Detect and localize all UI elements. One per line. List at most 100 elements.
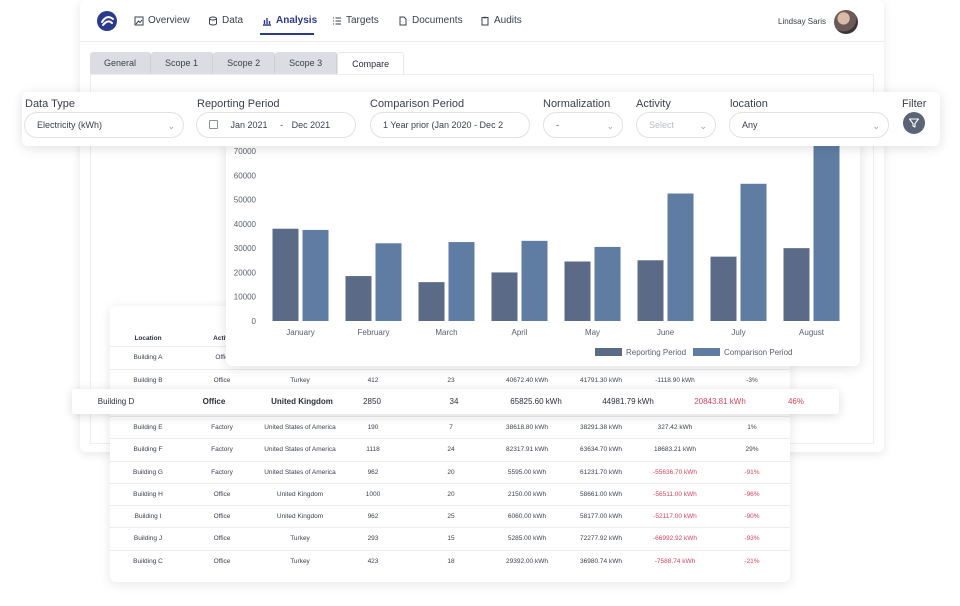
x-tick-label: June <box>657 328 675 337</box>
normalization-select[interactable]: - ⌄ <box>543 112 623 138</box>
table-cell: 962 <box>367 469 379 476</box>
table-cell: 41791.30 kWh <box>580 377 622 384</box>
bar-reporting <box>345 276 372 321</box>
table-cell: 40672.40 kWh <box>506 377 548 384</box>
table-cell: 23 <box>447 377 455 384</box>
bar-reporting <box>637 260 664 321</box>
avatar[interactable] <box>834 10 858 34</box>
bar-comparison <box>667 193 694 321</box>
legend-label-reporting: Reporting Period <box>626 348 686 357</box>
table-row[interactable]: Building I Office United Kingdom 962 25 6060.… <box>110 505 790 527</box>
list-icon <box>333 17 341 24</box>
nav-documents-label: Documents <box>412 15 463 26</box>
y-tick-label: 40000 <box>234 220 257 229</box>
table-cell: 5285.00 kWh <box>507 535 547 542</box>
table-cell: United Kingdom <box>276 491 324 498</box>
nav-audits[interactable]: Audits <box>480 15 522 26</box>
tab-compare[interactable]: Compare <box>337 52 405 74</box>
tab-scope-2[interactable]: Scope 2 <box>213 52 276 74</box>
highlighted-row-cell: 20843.81 kWh <box>694 397 746 406</box>
logo-icon <box>97 11 117 31</box>
tab-scope-3[interactable]: Scope 3 <box>275 52 338 74</box>
highlighted-row-cell: 2850 <box>363 397 381 406</box>
nav-overview-label: Overview <box>148 15 190 26</box>
table-cell: 63634.70 kWh <box>580 446 622 453</box>
table-cell: 61231.70 kWh <box>580 469 622 476</box>
highlighted-table-row[interactable]: Building D Office United Kingdom 2850 34 6582… <box>72 389 839 414</box>
highlighted-row-cell: Office <box>202 397 226 406</box>
chart-card: 0 10000 20000 30000 40000 50000 60000 70000 Janu… <box>226 140 860 366</box>
table-cell: 20 <box>447 469 455 476</box>
bar-comparison <box>375 243 402 321</box>
user-name[interactable]: Lindsay Saris <box>778 17 827 26</box>
table-cell: 5595.00 kWh <box>507 469 547 476</box>
table-row[interactable]: Building J Office Turkey 293 15 5285.00 kWh 72… <box>110 527 790 549</box>
table-cell: Building F <box>133 446 163 453</box>
bar-comparison <box>813 144 840 321</box>
bar-comparison <box>521 240 548 321</box>
table-cell: 24 <box>447 446 455 453</box>
comparison-period-label: Comparison Period <box>370 98 465 110</box>
table-cell: -7588.74 kWh <box>654 558 696 565</box>
table-cell: 18683.21 kWh <box>654 446 696 453</box>
filter-label: Filter <box>902 98 927 110</box>
reporting-period-label: Reporting Period <box>197 98 280 110</box>
chevron-down-icon: ⌄ <box>872 121 880 131</box>
column-header-location[interactable]: Location <box>134 335 162 342</box>
y-tick-label: 10000 <box>234 293 257 302</box>
table-cell: Building E <box>133 424 163 431</box>
table-cell: United States of America <box>264 424 336 431</box>
chevron-down-icon: ⌄ <box>606 121 614 131</box>
nav-analysis[interactable]: Analysis <box>262 15 317 26</box>
bar-chart-icon <box>263 17 271 26</box>
table-cell: 327.42 kWh <box>657 424 693 431</box>
data-type-select[interactable]: Electricity (kWh) ⌄ <box>24 112 184 138</box>
table-cell: -55636.70 kWh <box>652 469 698 476</box>
tab-general[interactable]: General <box>90 52 152 74</box>
comparison-bar-chart: 0 10000 20000 30000 40000 50000 60000 70000 Janu… <box>234 144 840 357</box>
database-icon <box>209 16 217 25</box>
bar-comparison <box>448 242 475 321</box>
funnel-icon <box>908 118 920 128</box>
nav-analysis-label: Analysis <box>276 15 318 26</box>
table-cell: -56511.00 kWh <box>653 491 697 498</box>
table-cell: 29% <box>745 446 759 453</box>
column-header-activity[interactable]: Activi <box>213 335 231 342</box>
table-cell: 38618.80 kWh <box>506 424 548 431</box>
y-tick-label: 30000 <box>234 244 257 253</box>
nav-documents[interactable]: Documents <box>398 15 463 26</box>
y-tick-label: 20000 <box>234 268 257 277</box>
table-cell: -91% <box>744 469 760 476</box>
table-cell: 29392.00 kWh <box>506 558 548 565</box>
tab-scope-1[interactable]: Scope 1 <box>151 52 214 74</box>
table-row[interactable]: Building C Office Turkey 423 18 29392.00 kWh 3… <box>110 550 790 572</box>
table-cell: 18 <box>447 558 455 565</box>
table-cell: -66992.92 kWh <box>652 535 698 542</box>
table-row[interactable]: Building E Factory United States of Americ… <box>110 416 790 438</box>
filter-button[interactable] <box>903 112 925 134</box>
table-cell: 1% <box>747 424 757 431</box>
reporting-period-picker[interactable]: Jan 2021 - Dec 2021 <box>196 112 356 138</box>
comparison-period-select[interactable]: 1 Year prior (Jan 2020 - Dec 2 <box>370 112 530 138</box>
table-cell: 962 <box>367 513 379 520</box>
nav-data-label: Data <box>222 15 244 26</box>
table-cell: -21% <box>744 558 760 565</box>
table-cell: 6060.00 kWh <box>507 513 547 520</box>
activity-select[interactable]: Select ⌄ <box>636 112 716 138</box>
table-row[interactable]: Building F Factory United States of Americ… <box>110 438 790 460</box>
table-row[interactable]: Building G Factory United States of Americ… <box>110 461 790 483</box>
nav-targets[interactable]: Targets <box>332 15 379 26</box>
nav-data[interactable]: Data <box>208 15 243 26</box>
highlighted-row-cell: United Kingdom <box>271 397 333 406</box>
tab-bar: General Scope 1 Scope 2 Scope 3 Compare <box>90 52 405 74</box>
table-row[interactable]: Building B Office Turkey 412 23 40672.40 kWh 4… <box>110 369 790 391</box>
nav-audits-label: Audits <box>494 15 522 26</box>
table-cell: Office <box>213 377 231 384</box>
location-select[interactable]: Any ⌄ <box>729 112 889 138</box>
table-cell: Office <box>213 558 231 565</box>
bar-reporting <box>418 282 445 321</box>
table-cell: 412 <box>367 377 379 384</box>
table-cell: Building I <box>134 513 162 520</box>
table-row[interactable]: Building H Office United Kingdom 1000 20 2150… <box>110 483 790 505</box>
nav-overview[interactable]: Overview <box>134 15 190 26</box>
